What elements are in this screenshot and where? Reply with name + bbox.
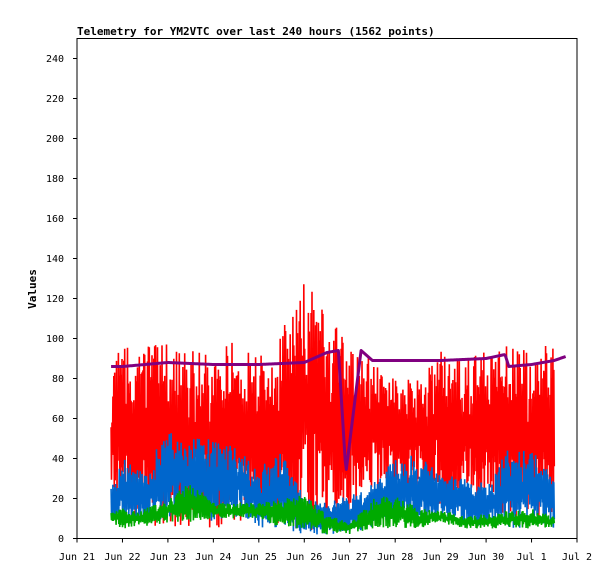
series-1-line [110, 349, 567, 471]
x-tick-label: Jun 30 [468, 552, 504, 563]
y-tick-label: 0 [58, 534, 64, 545]
y-tick-label: 20 [52, 494, 64, 505]
y-tick-label: 60 [52, 414, 64, 425]
x-tick-label: Jul 2 [562, 552, 592, 563]
series-2-line [110, 433, 556, 535]
y-tick-label: 180 [46, 174, 64, 185]
x-tick-label: Jun 29 [423, 552, 459, 563]
y-tick-label: 100 [46, 334, 64, 345]
y-tick-label: 140 [46, 254, 64, 265]
x-tick-label: Jun 22 [104, 552, 140, 563]
x-tick-label: Jun 25 [241, 552, 277, 563]
chart-title: Telemetry for YM2VTC over last 240 hours… [77, 25, 435, 38]
y-tick-label: 80 [52, 374, 64, 385]
y-axis: 0 20 40 60 80 100 120 140 160 180 200 220 240 [46, 54, 77, 545]
y-tick-label: 200 [46, 134, 64, 145]
y-tick-label: 240 [46, 54, 64, 65]
x-axis: Jun 21 Jun 22 Jun 23 Jun 24 Jun 25 Jun 26 Jun … [59, 538, 592, 563]
x-tick-label: Jun 26 [286, 552, 322, 563]
x-tick-label: Jul 1 [516, 552, 546, 563]
x-tick-label: Jun 27 [332, 552, 368, 563]
x-tick-label: Jun 23 [150, 552, 186, 563]
series-layer [110, 284, 567, 535]
series-0-line [110, 284, 556, 531]
series-3-line [110, 485, 556, 535]
x-tick-label: Jun 24 [195, 552, 231, 563]
y-tick-label: 120 [46, 294, 64, 305]
x-tick-label: Jun 21 [59, 552, 95, 563]
plot-area-frame [76, 38, 578, 539]
y-axis-label: Values [26, 269, 39, 309]
y-tick-label: 220 [46, 94, 64, 105]
x-tick-label: Jun 28 [377, 552, 413, 563]
y-tick-label: 160 [46, 214, 64, 225]
y-tick-label: 40 [52, 454, 64, 465]
